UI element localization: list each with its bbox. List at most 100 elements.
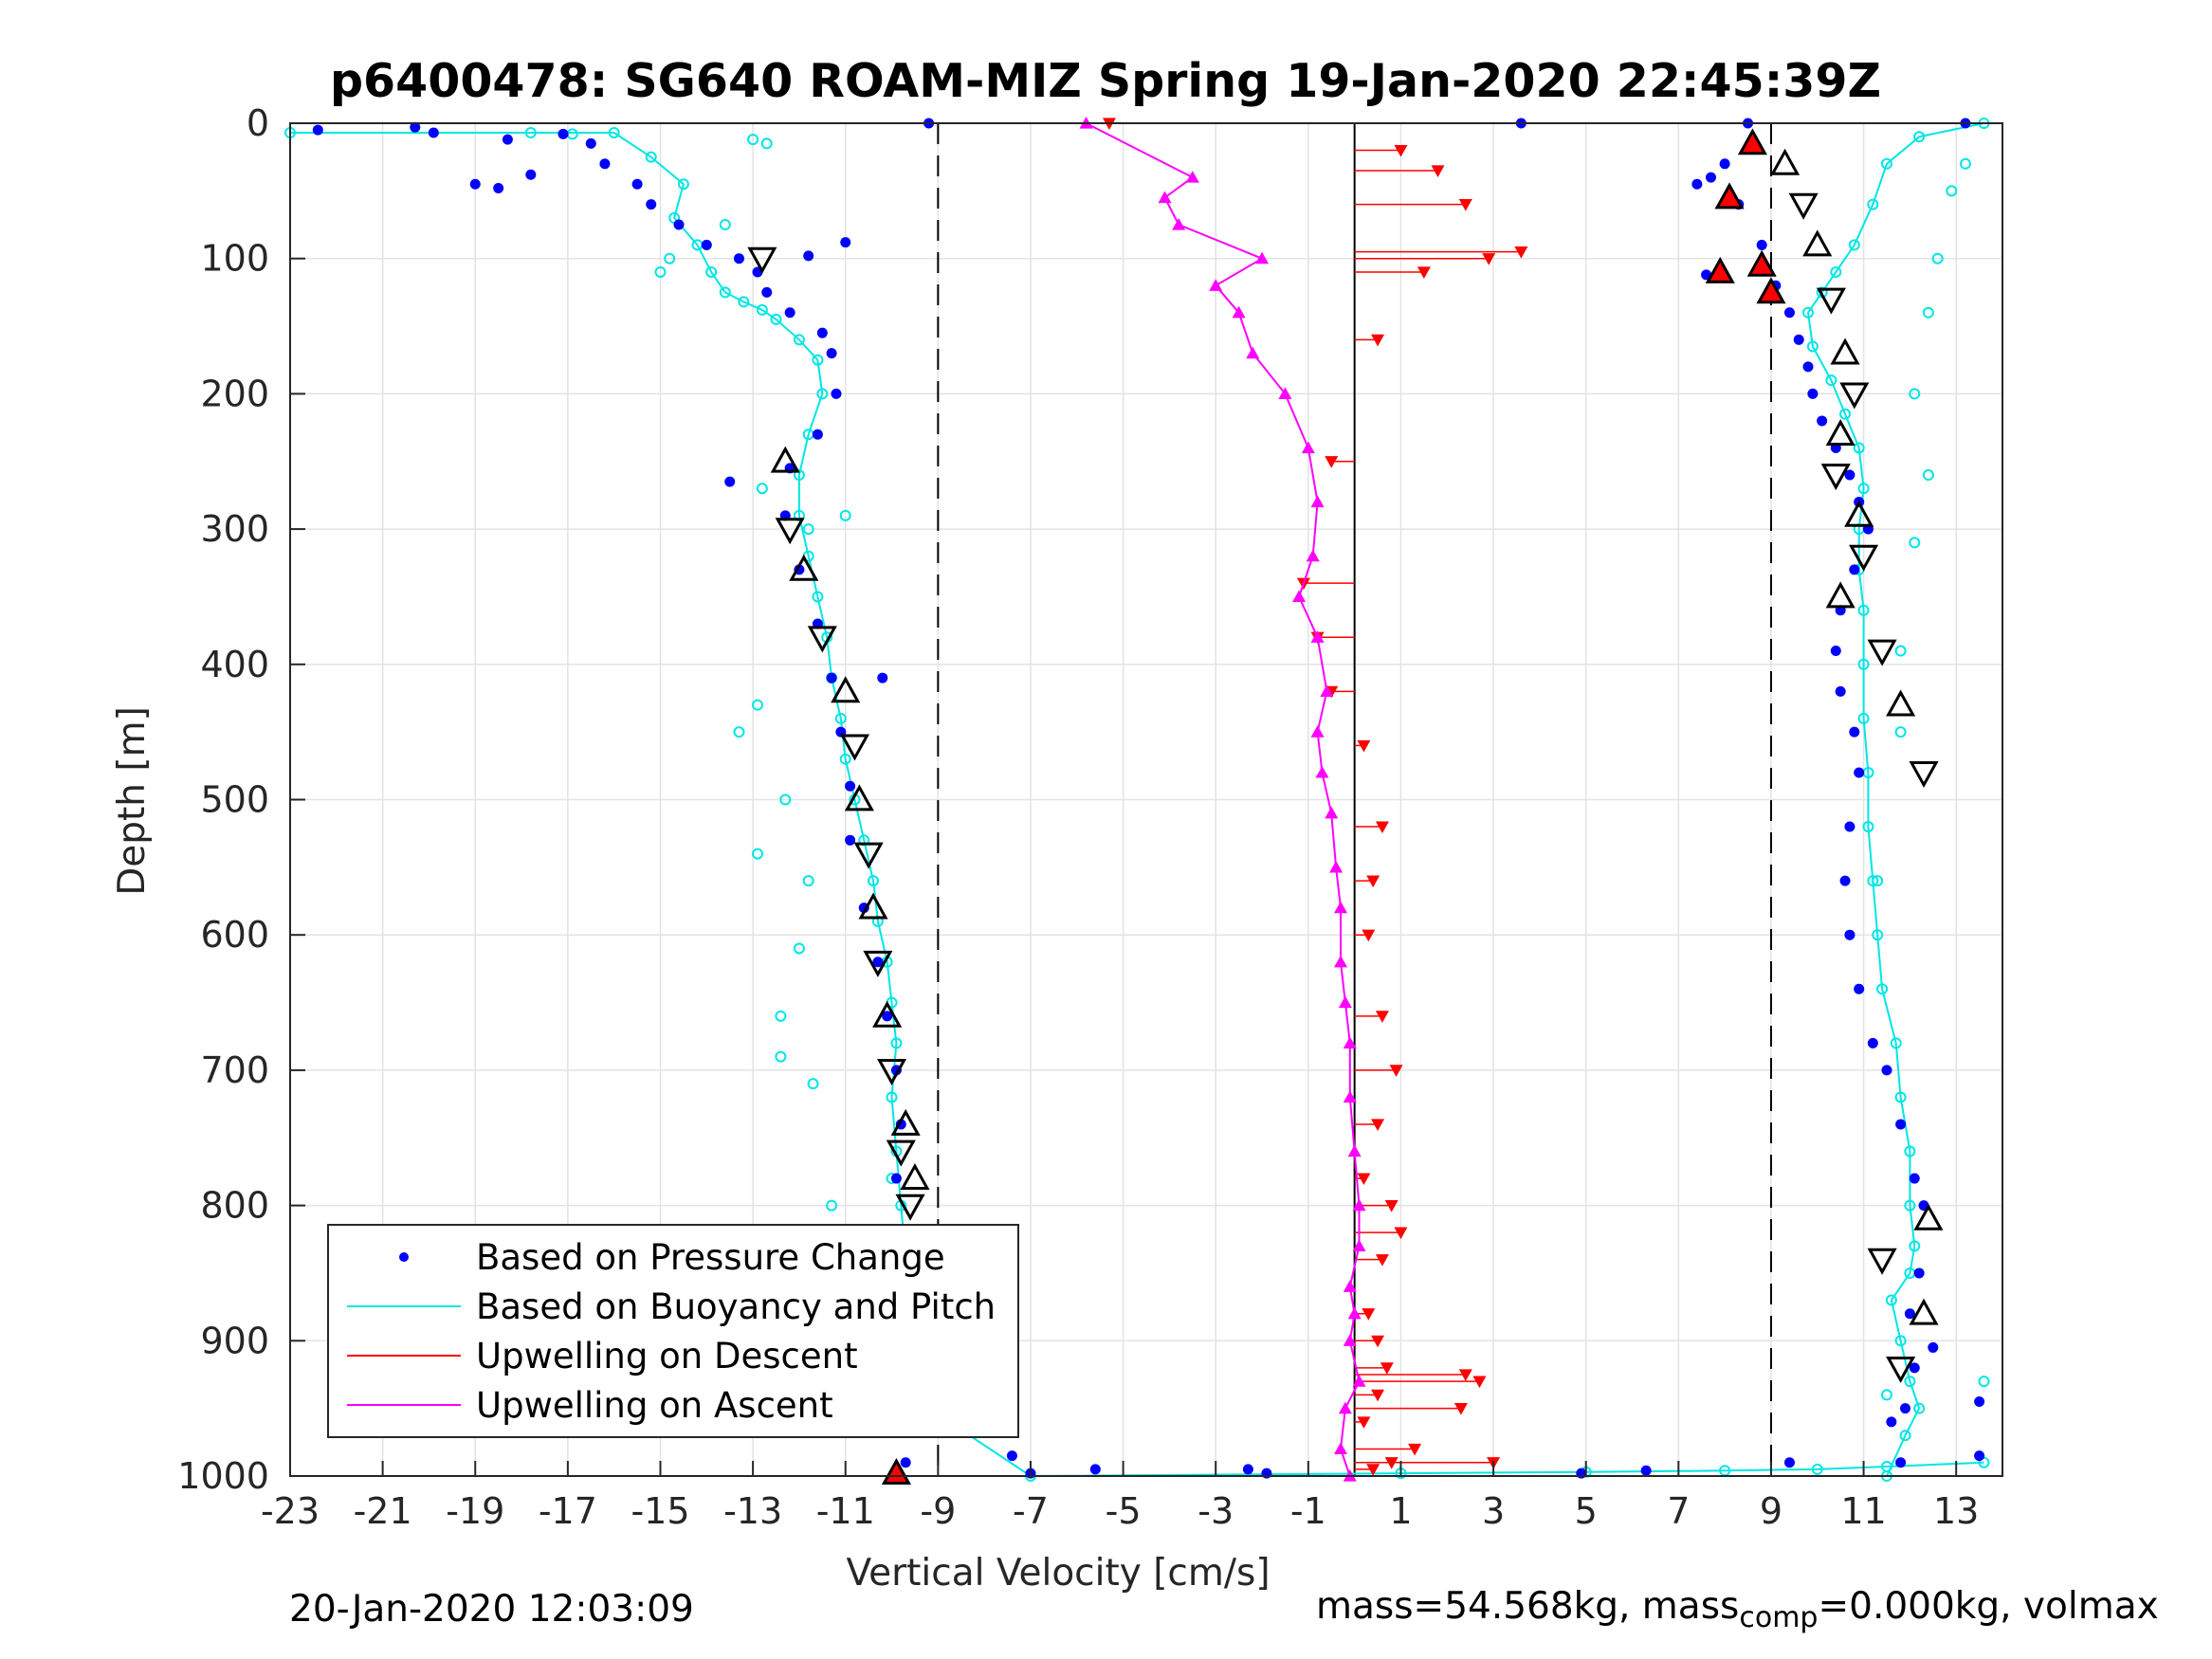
triangle-marker <box>876 1059 907 1085</box>
triangle-marker <box>900 1162 930 1190</box>
point-buoyancy <box>1904 1376 1916 1388</box>
point-ascent <box>1310 495 1325 508</box>
point-buoyancy <box>793 334 805 346</box>
x-tick-label: -23 <box>261 1490 320 1532</box>
point-buoyancy <box>677 178 689 191</box>
point-pressure-outlier <box>558 128 569 139</box>
x-tick-label: -15 <box>631 1490 689 1532</box>
point-pressure <box>826 672 837 684</box>
point-pressure <box>1867 1037 1878 1048</box>
triangle-marker <box>1886 1356 1916 1383</box>
point-buoyancy <box>1862 821 1874 833</box>
triangle-marker <box>863 950 893 977</box>
x-tick-label: -19 <box>446 1490 504 1532</box>
point-pressure <box>585 137 596 149</box>
point-buoyancy <box>816 388 829 400</box>
point-buoyancy-outlier <box>524 126 537 138</box>
legend: Based on Pressure Change Based on Buoyanc… <box>327 1224 1019 1438</box>
triangle-marker <box>789 554 819 581</box>
point-pressure <box>816 327 828 338</box>
y-tick-label: 0 <box>247 102 269 144</box>
triangle-marker <box>1909 761 1939 789</box>
point-pressure-outlier <box>1691 178 1703 190</box>
point-descent <box>1375 1011 1389 1023</box>
point-pressure-outlier <box>1974 1396 1985 1408</box>
x-tick-label: -3 <box>1197 1490 1234 1532</box>
point-buoyancy <box>1857 604 1870 616</box>
point-buoyancy <box>1857 712 1870 724</box>
triangle-marker <box>1770 148 1801 175</box>
triangle-marker <box>890 1108 921 1136</box>
point-buoyancy <box>1890 1037 1902 1049</box>
point-buoyancy-outlier <box>756 483 768 495</box>
triangle-marker <box>886 1139 916 1167</box>
point-pressure <box>1909 1362 1920 1374</box>
point-pressure-outlier <box>877 672 888 684</box>
point-pressure <box>1807 388 1819 399</box>
point-pressure <box>812 428 823 440</box>
point-buoyancy <box>756 303 768 316</box>
point-buoyancy-outlier <box>1909 537 1921 549</box>
x-tick-label: 3 <box>1482 1490 1505 1532</box>
triangle-marker <box>1820 464 1851 491</box>
point-buoyancy <box>1885 1294 1897 1306</box>
triangle-marker <box>844 784 874 811</box>
triangle-marker <box>1867 639 1897 666</box>
point-buoyancy <box>705 265 718 278</box>
point-ascent <box>1352 1375 1366 1387</box>
point-buoyancy <box>1899 1430 1911 1442</box>
point-buoyancy <box>608 126 620 138</box>
red-triangle-marker <box>1746 249 1777 277</box>
point-buoyancy-outlier <box>1959 157 1971 170</box>
point-ascent <box>1338 995 1352 1009</box>
footer-mass-subscript: comp <box>1739 1600 1819 1634</box>
series-line-ascent <box>1086 122 1361 1477</box>
point-buoyancy-outlier <box>654 265 667 278</box>
red-triangle-marker <box>1756 277 1786 304</box>
point-descent <box>1394 1227 1408 1240</box>
x-tick-label: -13 <box>723 1490 782 1532</box>
point-pressure <box>1913 1267 1925 1279</box>
point-descent <box>1357 1173 1371 1186</box>
point-buoyancy <box>1857 483 1870 495</box>
point-pressure <box>646 199 657 210</box>
point-buoyancy-outlier <box>760 137 773 150</box>
footer-mass-suffix: =0.000kg, volmax <box>1818 1585 2159 1628</box>
point-ascent <box>1325 806 1339 819</box>
point-pressure-outlier <box>1006 1450 1017 1462</box>
point-ascent <box>1209 279 1223 291</box>
point-descent <box>1375 1254 1389 1267</box>
point-ascent <box>1334 1442 1348 1455</box>
point-ascent <box>1320 684 1334 697</box>
triangle-marker <box>807 626 837 653</box>
x-tick-label: -9 <box>920 1490 956 1532</box>
point-descent <box>1362 1308 1376 1321</box>
point-pressure-outlier <box>1783 1457 1795 1468</box>
point-pressure <box>845 780 856 792</box>
point-buoyancy-outlier <box>1894 645 1907 657</box>
y-tick-label: 200 <box>200 373 269 414</box>
legend-box <box>327 1224 1019 1438</box>
point-pressure-outlier <box>493 182 504 193</box>
point-pressure <box>701 239 712 250</box>
red-triangle-marker <box>1737 128 1767 155</box>
point-buoyancy <box>1913 131 1926 143</box>
point-buoyancy-outlier <box>1946 185 1958 197</box>
point-pressure-outlier <box>803 250 814 262</box>
triangle-marker <box>775 518 805 545</box>
point-ascent <box>1306 549 1320 562</box>
point-buoyancy <box>770 313 782 325</box>
point-buoyancy-outlier <box>1922 306 1934 319</box>
point-buoyancy-outlier <box>1909 388 1921 400</box>
x-tick-label: 11 <box>1840 1490 1886 1532</box>
point-pressure <box>882 1011 893 1022</box>
point-pressure <box>1881 1065 1892 1076</box>
point-buoyancy-outlier <box>807 1078 819 1090</box>
point-pressure <box>1844 469 1856 481</box>
legend-label: Based on Buoyancy and Pitch <box>476 1286 996 1327</box>
point-buoyancy <box>1894 1335 1907 1347</box>
triangle-marker <box>1839 382 1870 410</box>
y-tick-label: 300 <box>200 508 269 550</box>
legend-swatch-pressure <box>399 1252 409 1262</box>
